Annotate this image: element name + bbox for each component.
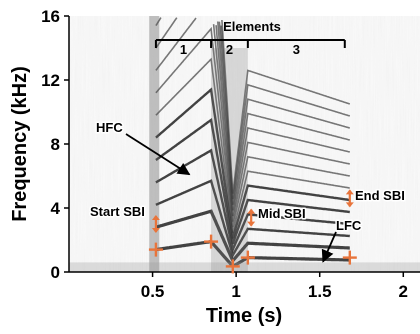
sbi-marker-head-down	[247, 221, 256, 227]
cross-marker	[225, 259, 240, 274]
elements-title: Elements	[223, 19, 281, 34]
hfc-label: HFC	[96, 120, 123, 135]
y-tick-label: 12	[41, 71, 60, 90]
lf-noise-band	[69, 262, 420, 272]
harmonic-line	[155, 209, 350, 264]
x-tick-label: 0.5	[141, 282, 165, 301]
x-tick-label: 1	[231, 282, 240, 301]
cross-marker	[240, 250, 255, 265]
mid-sbi-marker	[247, 208, 256, 227]
y-tick-label: 0	[51, 263, 60, 282]
end-sbi-marker	[345, 189, 354, 208]
harmonic-line	[155, 87, 350, 239]
sbi-marker-head-down	[345, 202, 354, 208]
y-tick-label: 8	[51, 135, 60, 154]
y-tick-label: 4	[51, 199, 61, 218]
harmonic-line	[218, 21, 350, 205]
onset-band	[149, 16, 160, 272]
harmonic-line	[155, 179, 350, 259]
harmonic-line	[155, 17, 350, 217]
harmonic-line	[155, 17, 350, 222]
x-axis-title: Time (s)	[206, 305, 282, 327]
y-tick-label: 16	[41, 7, 60, 26]
harmonic-line	[155, 57, 350, 233]
sbi-marker-head-up	[345, 189, 354, 195]
hfc-arrow	[125, 133, 191, 176]
harmonic-line	[155, 17, 350, 211]
lfc-label: LFC	[336, 218, 362, 233]
y-axis-title: Frequency (kHz)	[9, 66, 31, 222]
harmonic-line	[221, 19, 351, 194]
lfc-arrow	[321, 231, 337, 263]
annotations: HFC Start SBI Mid SBI End SBI LFC	[89, 119, 406, 274]
element2-shading	[211, 48, 248, 272]
sbi-marker-head-down	[151, 228, 160, 233]
end-sbi-label: End SBI	[355, 188, 405, 203]
cross-marker	[342, 250, 357, 265]
element-number: 1	[180, 42, 187, 57]
harmonic-line	[155, 26, 350, 228]
element-number: 2	[226, 42, 233, 57]
spectrogram-layer	[69, 16, 420, 272]
harmonic-line	[155, 117, 350, 245]
cross-marker	[148, 242, 163, 257]
x-tick-label: 2	[399, 282, 408, 301]
sbi-marker-head-up	[151, 215, 160, 220]
sbi-marker-head-up	[247, 208, 256, 214]
cross-marker	[204, 234, 219, 249]
elements-bracket: Elements 1 2 3	[154, 19, 346, 57]
start-sbi-marker	[151, 215, 160, 233]
x-tick-label: 1.5	[308, 282, 332, 301]
mid-sbi-label: Mid SBI	[258, 206, 306, 221]
start-sbi-label: Start SBI	[90, 204, 145, 219]
element-number: 3	[293, 42, 300, 57]
harmonic-line	[220, 25, 351, 200]
